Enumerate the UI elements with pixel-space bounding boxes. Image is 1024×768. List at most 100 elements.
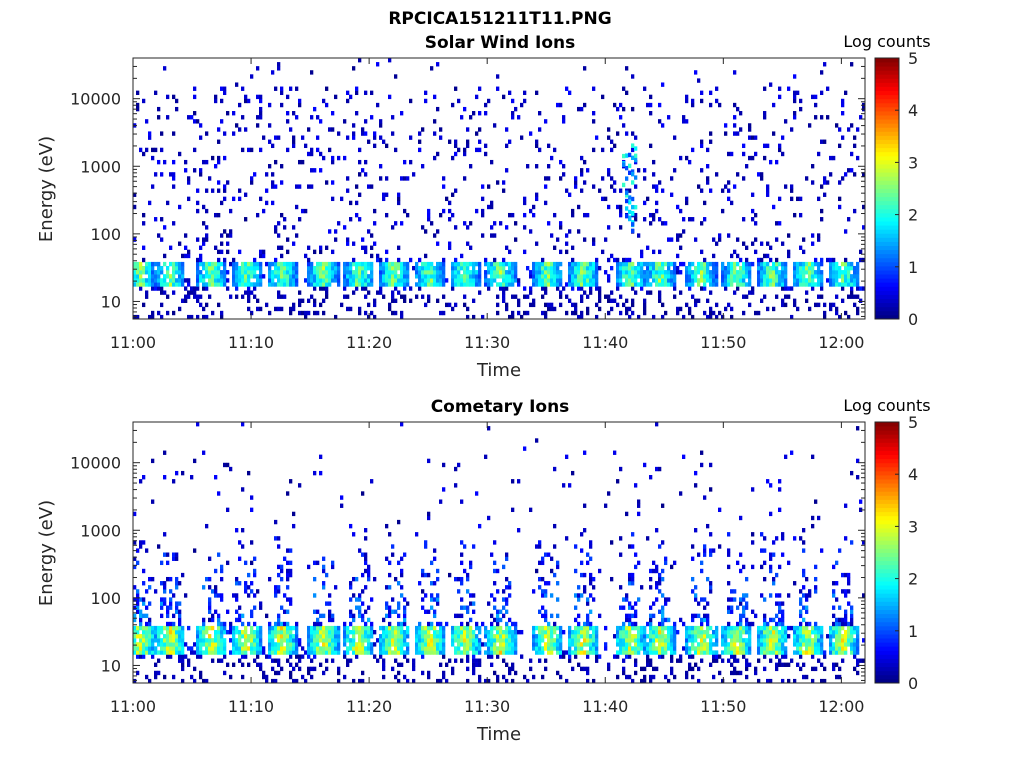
spectrogram-cell xyxy=(247,646,251,651)
spectrogram-cell xyxy=(844,261,848,267)
spectrogram-cell xyxy=(328,638,332,643)
spectrogram-cell xyxy=(322,274,326,279)
spectrogram-cell xyxy=(367,278,371,283)
spectrogram-cell xyxy=(661,270,665,275)
spectrogram-cell xyxy=(313,638,317,643)
spectrogram-cell xyxy=(811,233,815,238)
spectrogram-cell xyxy=(478,650,482,655)
spectrogram-cell xyxy=(733,115,737,120)
spectrogram-cell xyxy=(745,642,749,647)
spectrogram-cell xyxy=(745,629,749,635)
spectrogram-cell xyxy=(667,261,671,267)
spectrogram-cell xyxy=(625,282,629,287)
spectrogram-cell xyxy=(442,282,446,287)
spectrogram-cell xyxy=(403,298,407,303)
spectrogram-cell xyxy=(577,314,581,320)
spectrogram-cell xyxy=(268,650,272,655)
spectrogram-cell xyxy=(529,131,533,136)
spectrogram-cell xyxy=(220,634,224,639)
spectrogram-cell xyxy=(772,274,776,279)
spectrogram-cell xyxy=(616,642,620,647)
spectrogram-cell xyxy=(625,257,629,263)
spectrogram-cell xyxy=(631,106,635,112)
spectrogram-cell xyxy=(379,634,383,639)
spectrogram-cell xyxy=(538,646,542,651)
spectrogram-cell xyxy=(199,253,203,259)
spectrogram-cell xyxy=(736,638,740,643)
spectrogram-cell xyxy=(718,102,722,108)
spectrogram-cell xyxy=(208,176,212,181)
spectrogram-cell xyxy=(232,629,236,635)
spectrogram-cell xyxy=(202,638,206,643)
spectrogram-cell xyxy=(388,609,392,614)
spectrogram-cell xyxy=(661,274,665,279)
spectrogram-cell xyxy=(292,646,296,651)
spectrogram-cell xyxy=(739,625,743,631)
spectrogram-cell xyxy=(631,576,635,582)
spectrogram-cell xyxy=(442,310,446,316)
spectrogram-cell xyxy=(730,609,734,614)
spectrogram-cell xyxy=(166,613,170,619)
spectrogram-cell xyxy=(577,638,581,643)
spectrogram-cell xyxy=(469,617,473,623)
spectrogram-cell xyxy=(271,634,275,639)
spectrogram-cell xyxy=(541,634,545,639)
spectrogram-cell xyxy=(577,286,581,291)
spectrogram-cell xyxy=(628,617,632,623)
spectrogram-cell xyxy=(385,605,389,610)
spectrogram-cell xyxy=(259,98,263,104)
spectrogram-cell xyxy=(316,621,320,627)
spectrogram-cell xyxy=(340,302,344,308)
spectrogram-cell xyxy=(859,115,863,120)
spectrogram-cell xyxy=(325,274,329,279)
spectrogram-cell xyxy=(166,621,170,627)
spectrogram-cell xyxy=(580,261,584,267)
spectrogram-cell xyxy=(268,270,272,275)
spectrogram-cell xyxy=(745,270,749,275)
spectrogram-cell xyxy=(265,678,269,684)
spectrogram-cell xyxy=(403,282,407,287)
spectrogram-cell xyxy=(319,270,323,275)
spectrogram-cell xyxy=(784,270,788,275)
spectrogram-cell xyxy=(253,638,257,643)
spectrogram-cell xyxy=(361,629,365,635)
spectrogram-cell xyxy=(214,634,218,639)
spectrogram-cell xyxy=(466,265,470,271)
spectrogram-cell xyxy=(625,674,629,680)
spectrogram-cell xyxy=(313,168,317,173)
spectrogram-cell xyxy=(139,278,143,283)
spectrogram-cell xyxy=(505,168,509,173)
spectrogram-cell xyxy=(334,650,338,655)
spectrogram-cell xyxy=(811,274,815,279)
spectrogram-cell xyxy=(604,270,608,275)
spectrogram-cell xyxy=(784,265,788,271)
spectrogram-cell xyxy=(784,278,788,283)
spectrogram-cell xyxy=(787,86,791,91)
spectrogram-cell xyxy=(346,658,350,663)
spectrogram-cell xyxy=(688,638,692,643)
spectrogram-cell xyxy=(655,184,659,189)
spectrogram-cell xyxy=(850,282,854,287)
spectrogram-cell xyxy=(208,274,212,279)
spectrogram-cell xyxy=(316,115,320,120)
spectrogram-cell xyxy=(178,638,182,643)
spectrogram-cell xyxy=(583,274,587,279)
spectrogram-cell xyxy=(367,638,371,643)
spectrogram-cell xyxy=(835,274,839,279)
spectrogram-cell xyxy=(250,646,254,651)
spectrogram-cell xyxy=(736,650,740,655)
spectrogram-cell xyxy=(163,650,167,655)
spectrogram-cell xyxy=(310,634,314,639)
spectrogram-cell xyxy=(712,629,716,635)
spectrogram-cell xyxy=(373,208,377,214)
spectrogram-cell xyxy=(355,278,359,283)
spectrogram-cell xyxy=(292,302,296,308)
spectrogram-cell xyxy=(613,634,617,639)
spectrogram-cell xyxy=(619,265,623,271)
spectrogram-cell xyxy=(832,270,836,275)
spectrogram-cell xyxy=(679,233,683,238)
spectrogram-cell xyxy=(223,278,227,283)
spectrogram-cell xyxy=(553,261,557,267)
spectrogram-cell xyxy=(289,265,293,271)
spectrogram-cell xyxy=(493,221,497,226)
